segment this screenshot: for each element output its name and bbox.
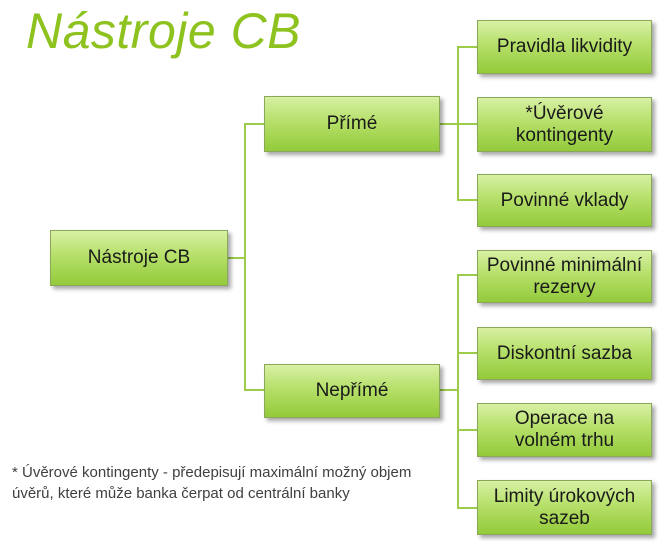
branch-prime-label: Přímé — [326, 113, 378, 134]
leaf-label: *Úvěrové kontingenty — [515, 102, 614, 146]
root-node: Nástroje CB — [50, 230, 228, 286]
leaf-node-limity-urokovych-sazeb: Limity úrokových sazeb — [477, 480, 652, 535]
connector-prime-children — [440, 46, 477, 201]
branch-node-prime: Přímé — [264, 96, 440, 152]
leaf-node-povinne-vklady: Povinné vklady — [477, 174, 652, 227]
leaf-node-pravidla-likvidity: Pravidla likvidity — [477, 20, 652, 74]
leaf-label: Operace na volném trhu — [514, 408, 615, 451]
connector-neprime-children — [440, 274, 477, 509]
footnote: * Úvěrové kontingenty - předepisují maxi… — [12, 464, 412, 502]
branch-neprime-label: Nepřímé — [315, 380, 389, 401]
branch-node-neprime: Nepřímé — [264, 364, 440, 418]
leaf-label: Limity úrokových sazeb — [493, 485, 636, 529]
leaf-label: Povinné minimální rezervy — [486, 254, 643, 298]
leaf-label: Pravidla likvidity — [496, 36, 633, 57]
page-title: Nástroje CB — [26, 3, 302, 59]
leaf-node-uverove-kontingenty: *Úvěrové kontingenty — [477, 97, 652, 152]
leaf-node-diskontni-sazba: Diskontní sazba — [477, 327, 652, 380]
leaf-node-operace-na-volnem-trhu: Operace na volném trhu — [477, 403, 652, 457]
leaf-node-povinne-minimalni-rezervy: Povinné minimální rezervy — [477, 250, 652, 303]
leaf-label: Povinné vklady — [500, 189, 629, 211]
connector-root-branches — [228, 123, 264, 391]
root-node-label: Nástroje CB — [87, 247, 191, 268]
leaf-label: Diskontní sazba — [496, 342, 633, 364]
